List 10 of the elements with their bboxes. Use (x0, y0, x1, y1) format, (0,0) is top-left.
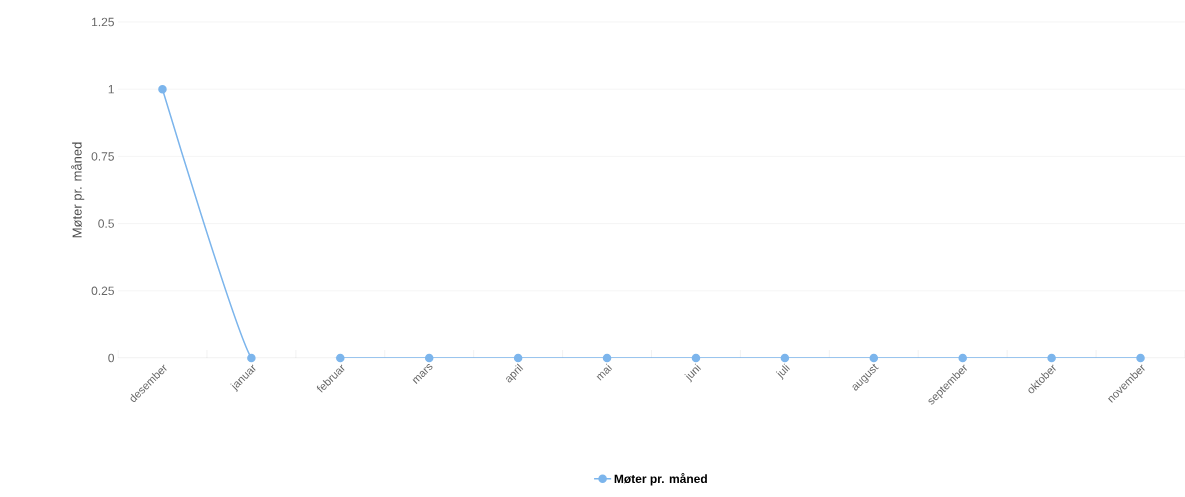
y-tick-label: 1.25 (92, 17, 114, 27)
y-tick-label: 0.5 (98, 219, 114, 228)
y-tick-label: 0.75 (91, 152, 114, 161)
y-tick-label: 1 (108, 85, 114, 94)
y-axis-title: Møter pr. måned (71, 142, 85, 238)
y-tick-label: 0.25 (91, 286, 114, 296)
y-tick-label: 0 (108, 353, 115, 363)
legend-label: Møter pr. måned (614, 473, 707, 486)
x-tick-label: juli (775, 363, 790, 380)
x-tick-label: mai (596, 363, 613, 381)
